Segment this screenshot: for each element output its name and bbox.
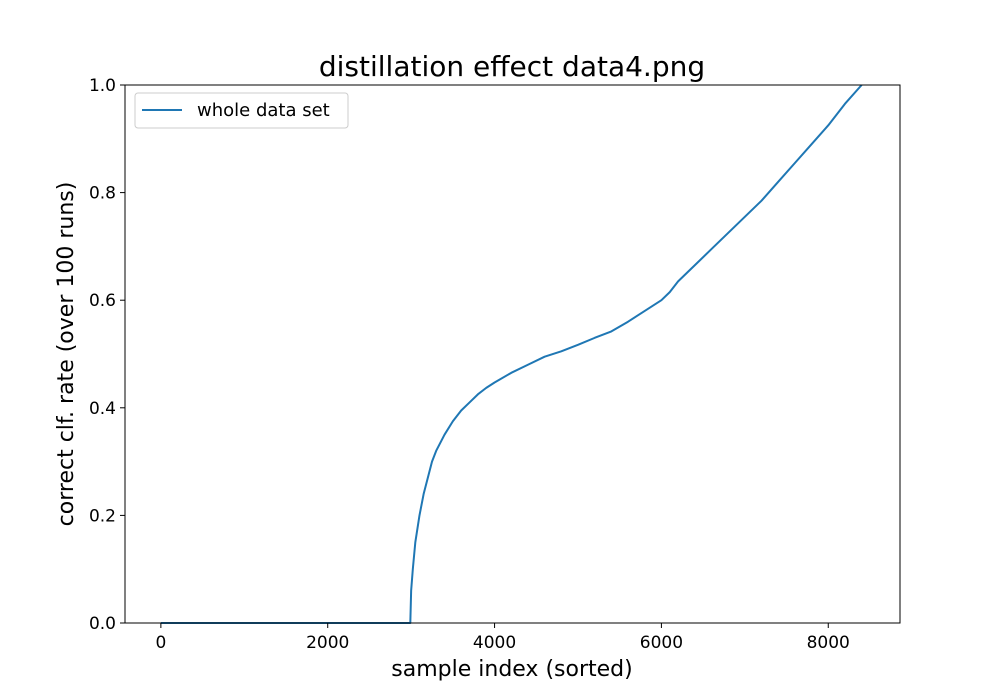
x-tick-label: 6000 [640,633,683,653]
x-tick-label: 8000 [807,633,850,653]
legend-box [134,92,349,129]
y-tick-label: 0.6 [89,291,116,311]
x-axis-label: sample index (sorted) [391,657,632,682]
legend-label: whole data set [197,100,330,121]
chart-title: distillation effect data4.png [319,50,705,83]
x-tick-label: 4000 [473,633,516,653]
y-tick-label: 0.2 [89,506,116,526]
series-line-0 [160,84,863,624]
y-axis: 0.0 0.2 0.4 0.6 0.8 1.0 [89,76,125,634]
legend: whole data set [134,92,349,129]
y-tick-label: 0.0 [89,614,116,634]
plot-frame [124,84,901,624]
y-tick-label: 0.4 [89,399,116,419]
y-axis-label: correct clf. rate (over 100 runs) [54,182,79,527]
y-tick-label: 1.0 [89,76,116,96]
plot-area [160,84,863,624]
x-tick-label: 0 [155,633,166,653]
x-tick-label: 2000 [306,633,349,653]
y-tick-label: 0.8 [89,184,116,204]
x-axis: 0 2000 4000 6000 8000 [155,623,850,653]
